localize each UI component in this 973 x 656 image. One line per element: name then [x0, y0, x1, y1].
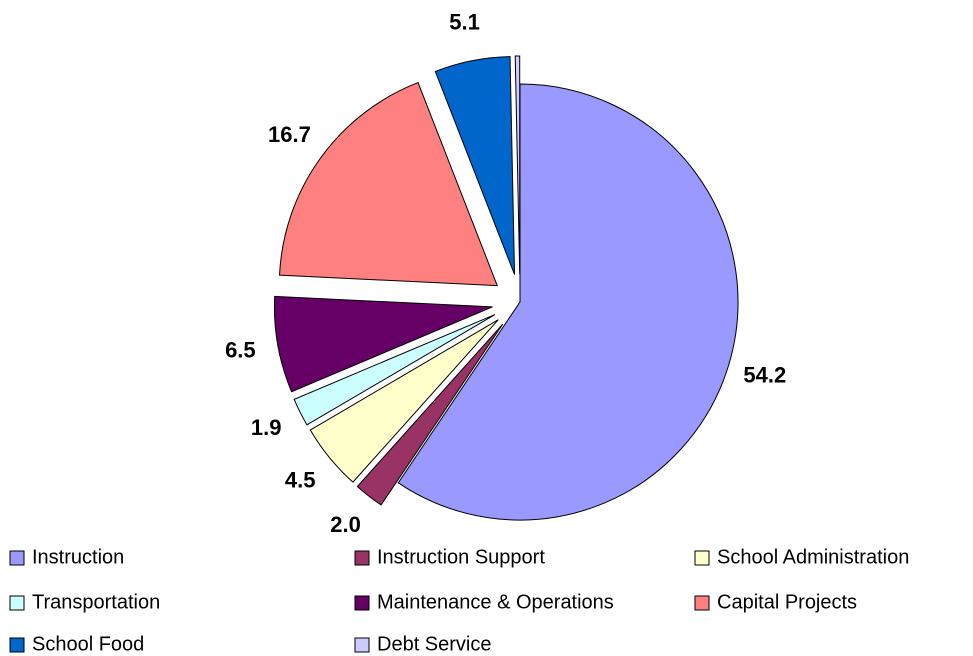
legend-label: Instruction Support	[377, 546, 545, 568]
legend-label: School Food	[32, 633, 144, 655]
legend-swatch	[694, 550, 710, 566]
pie-slice	[309, 319, 499, 483]
legend-label: Instruction	[32, 546, 124, 568]
pie-slice	[397, 83, 739, 521]
pie-slice	[356, 323, 504, 506]
data-label: 6.5	[225, 337, 256, 362]
pie-slice	[514, 55, 521, 275]
legend-swatch	[354, 550, 370, 566]
data-label: 2.0	[330, 512, 361, 537]
legend-swatch	[9, 550, 25, 566]
data-label: 5.1	[449, 9, 480, 34]
data-label: 1.9	[251, 415, 282, 440]
legend-label: Capital Projects	[717, 591, 857, 613]
legend-swatch	[694, 595, 710, 611]
pie-slice	[293, 314, 496, 426]
pie-slice	[273, 295, 493, 393]
legend-swatch	[9, 595, 25, 611]
legend-label: Transportation	[32, 591, 160, 613]
data-label: 54.2	[743, 363, 786, 388]
data-label: 4.5	[285, 468, 316, 493]
pie-slice	[278, 81, 499, 287]
legend-label: Debt Service	[377, 633, 492, 655]
legend-label: School Administration	[717, 546, 909, 568]
legend-label: Maintenance & Operations	[377, 591, 614, 613]
pie-slice	[434, 56, 516, 275]
legend-swatch	[354, 637, 370, 653]
data-label: 16.7	[268, 122, 311, 147]
legend-swatch	[354, 595, 370, 611]
legend-swatch	[9, 637, 25, 653]
